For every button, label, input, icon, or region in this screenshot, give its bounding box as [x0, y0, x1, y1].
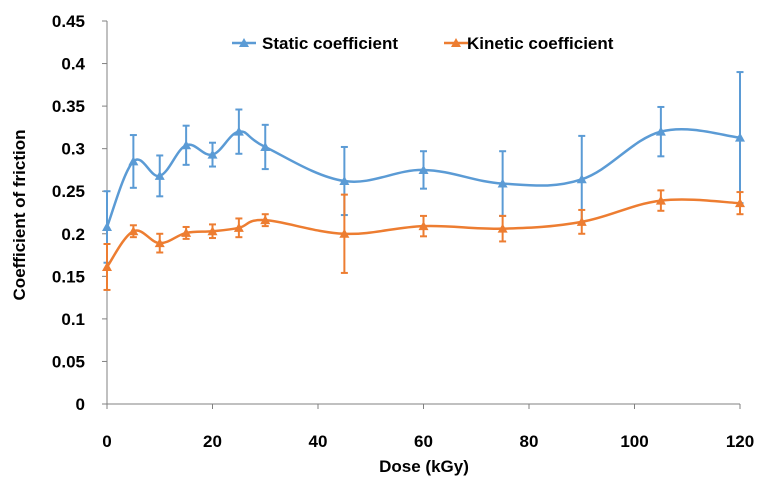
y-tick-label: 0.4	[61, 55, 85, 74]
legend-item: Kinetic coefficient	[444, 34, 614, 53]
x-tick-label: 60	[414, 432, 433, 451]
legend: Static coefficient Kinetic coefficient	[232, 34, 614, 53]
x-axis-title: Dose (kGy)	[379, 457, 469, 476]
legend-label: Static coefficient	[262, 34, 398, 53]
data-point	[207, 149, 218, 159]
legend-label: Kinetic coefficient	[467, 34, 614, 53]
data-point	[655, 126, 666, 136]
data-point	[128, 156, 139, 166]
y-tick-label: 0	[76, 395, 85, 414]
data-point	[154, 170, 165, 180]
data-point	[260, 215, 271, 225]
data-point	[181, 227, 192, 237]
data-point	[181, 140, 192, 150]
x-tick-label: 100	[620, 432, 648, 451]
y-tick-label: 0.1	[61, 310, 85, 329]
data-point	[207, 226, 218, 236]
data-point	[128, 226, 139, 236]
y-tick-label: 0.45	[52, 12, 85, 31]
x-tick-label: 120	[726, 432, 754, 451]
data-point	[497, 223, 508, 233]
axes-group: 0 0.05 0.1 0.15 0.2 0.25 0.3 0.35 0.4 0.45 0 20 40 60…	[52, 12, 754, 451]
series-layer	[102, 71, 745, 291]
data-point	[102, 221, 112, 231]
data-point	[418, 164, 429, 174]
y-tick-label: 0.25	[52, 182, 85, 201]
y-axis-title: Coefficient of friction	[10, 130, 29, 301]
data-point	[233, 222, 244, 232]
x-tick-label: 80	[520, 432, 539, 451]
data-point	[497, 178, 508, 188]
data-point	[233, 126, 244, 136]
y-tick-label: 0.3	[61, 140, 85, 159]
data-point	[154, 238, 165, 248]
data-point	[418, 221, 429, 231]
data-point	[339, 228, 350, 238]
legend-triangle-icon	[451, 38, 461, 47]
x-tick-label: 40	[309, 432, 328, 451]
x-tick-label: 0	[102, 432, 111, 451]
y-tick-label: 0.35	[52, 97, 85, 116]
legend-triangle-icon	[239, 38, 249, 47]
data-point	[260, 141, 271, 151]
data-point	[655, 195, 666, 205]
x-tick-label: 20	[203, 432, 222, 451]
series-kinetic	[102, 189, 745, 291]
data-point	[576, 216, 587, 226]
data-point	[102, 261, 112, 271]
y-tick-label: 0.05	[52, 352, 85, 371]
data-point	[576, 174, 587, 184]
data-point	[735, 132, 745, 142]
data-point	[339, 176, 350, 186]
y-tick-label: 0.15	[52, 267, 85, 286]
data-point	[735, 198, 745, 208]
legend-item: Static coefficient	[232, 34, 398, 53]
y-tick-label: 0.2	[61, 225, 85, 244]
